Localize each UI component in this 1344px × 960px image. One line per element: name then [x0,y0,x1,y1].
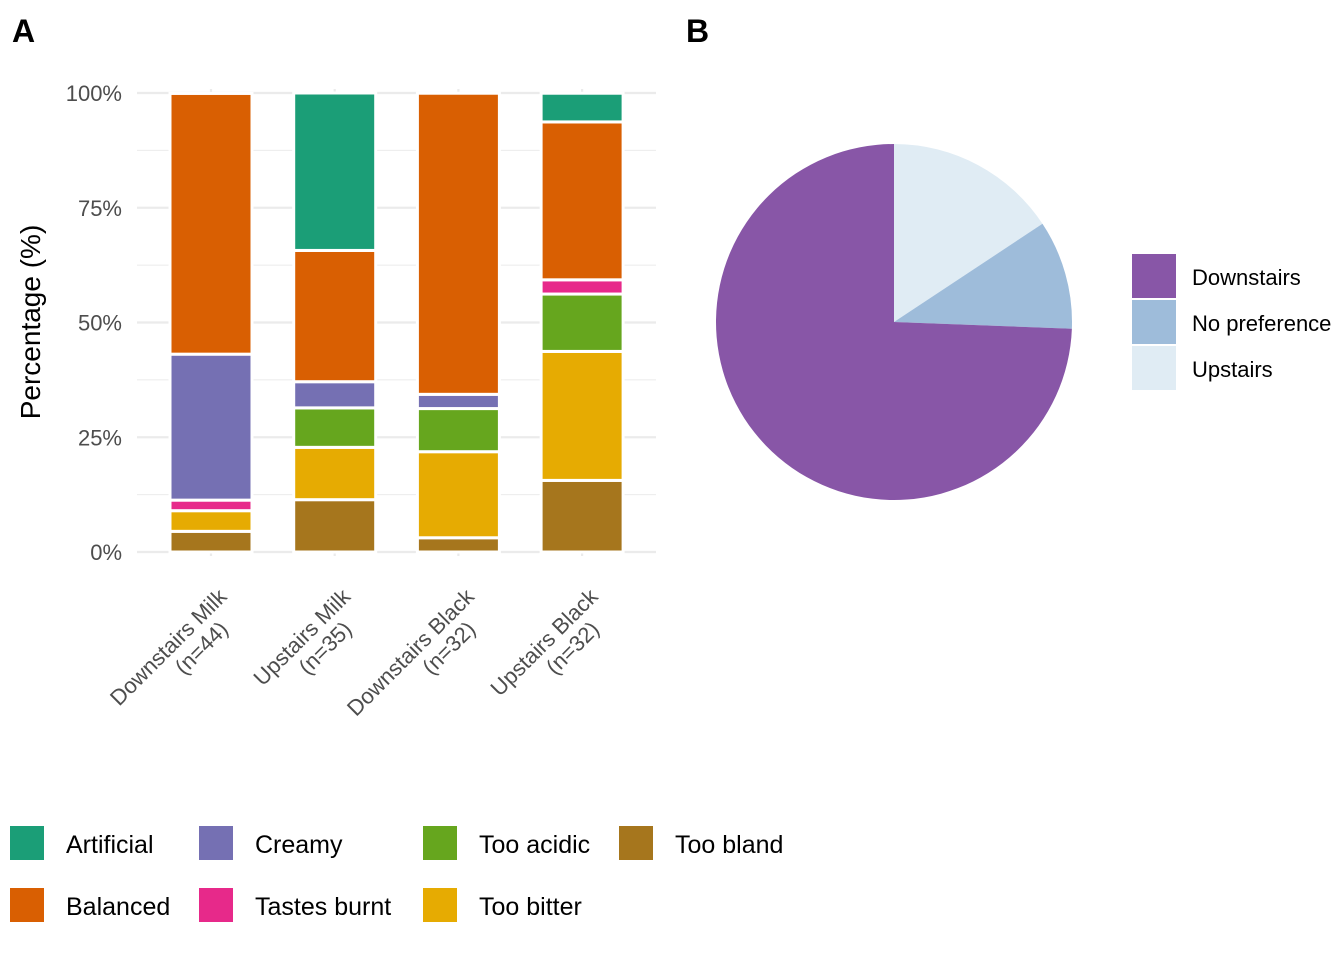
legend-item: Too acidic [423,826,590,860]
legend-label: Too acidic [479,831,590,859]
legend-item: Balanced [10,888,170,922]
y-tick-label: 75% [78,196,122,221]
legend-swatch [1132,254,1176,298]
legend-swatch [1132,300,1176,344]
legend-item: Upstairs [1132,346,1273,390]
bar-segment-too-bland [415,536,501,554]
bar-segment-too-acidic [415,407,501,454]
legend-item: Artificial [10,826,154,860]
bar-segment-too-acidic [539,292,625,353]
bar-segment-too-bitter [168,509,254,533]
x-tick-label: Downstairs Milk(n=44) [105,583,233,710]
legend-label: Creamy [255,831,343,859]
bar-segment-tastes-burnt [539,278,625,296]
bar-chart-bars [168,91,625,554]
legend-swatch [10,826,44,860]
pie-slice-upstairs [894,144,1043,322]
bar-segment-too-bitter [292,445,378,502]
legend-swatch [619,826,653,860]
legend-swatch [1132,346,1176,390]
bar-segment-too-bitter [539,349,625,482]
x-tick-label: Upstairs Black(n=32) [486,583,605,701]
bar-chart-x-labels: Downstairs Milk(n=44) Upstairs Milk(n=35)… [105,583,605,721]
panel-tag-a: A [12,13,35,49]
legend-label: Artificial [66,831,154,859]
legend-label: Upstairs [1192,357,1273,382]
panel-tag-b: B [686,13,709,49]
bar-segment-too-acidic [292,406,378,449]
legend-label: Tastes burnt [255,893,391,921]
legend-label: Downstairs [1192,265,1301,290]
legend-swatch [199,826,233,860]
bar-segment-creamy [292,380,378,410]
bar-segment-creamy [415,392,501,411]
legend-label: Too bitter [479,893,582,921]
legend-item: Downstairs [1132,254,1301,298]
legend-item: Creamy [199,826,343,860]
x-tick-label: Downstairs Black(n=32) [342,583,480,721]
legend-label: No preference [1192,311,1331,336]
y-tick-label: 100% [66,81,122,106]
legend-item: No preference [1132,300,1331,344]
bar-segment-balanced [168,91,254,356]
pie-slice-downstairs [716,144,1072,500]
legend-label: Too bland [675,831,783,859]
legend-swatch [423,888,457,922]
legend-swatch [199,888,233,922]
bar-segment-artificial [292,91,378,252]
bar-segment-balanced [539,120,625,282]
y-tick-label: 50% [78,311,122,336]
y-axis-label: Percentage (%) [15,225,46,420]
legend-label: Balanced [66,893,170,921]
bar-segment-tastes-burnt [168,498,254,513]
bar-chart-legend: Artificial Balanced Creamy Tastes burnt Too … [10,826,783,922]
legend-swatch [423,826,457,860]
bar-segment-too-bland [292,498,378,554]
y-tick-label: 0% [90,540,122,565]
bar-segment-too-bland [168,529,254,554]
bar-segment-creamy [168,352,254,502]
pie-chart-legend: Downstairs No preference Upstairs [1132,254,1331,390]
bar-segment-balanced [415,91,501,396]
y-tick-label: 25% [78,425,122,450]
bar-chart-y-ticks: 0% 25% 50% 75% 100% [66,81,122,565]
legend-item: Too bitter [423,888,582,922]
pie-slice-no-preference [894,223,1072,329]
pie-chart [716,144,1072,500]
bar-segment-too-bitter [415,450,501,540]
legend-item: Tastes burnt [199,888,391,922]
x-tick-label: Upstairs Milk(n=35) [249,583,357,690]
bar-segment-artificial [539,91,625,124]
legend-swatch [10,888,44,922]
bar-segment-balanced [292,248,378,384]
legend-item: Too bland [619,826,783,860]
bar-segment-too-bland [539,478,625,554]
